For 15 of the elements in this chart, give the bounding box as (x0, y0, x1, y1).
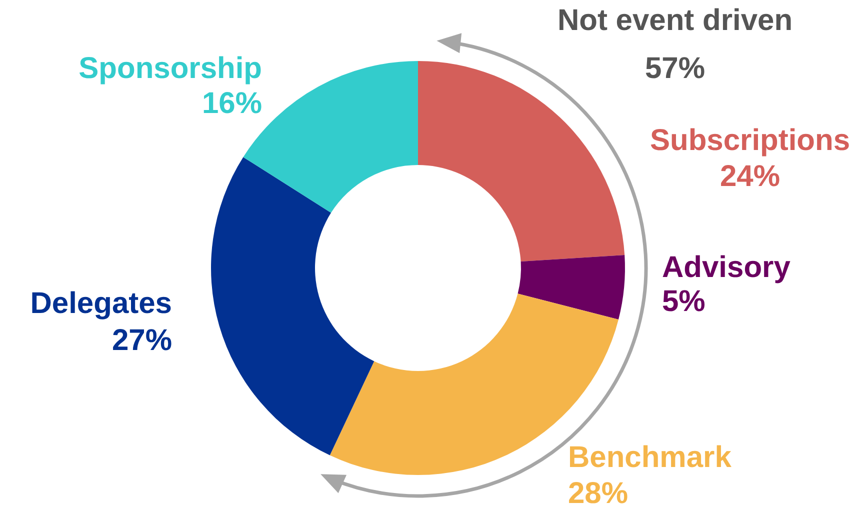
slice-label: Subscriptions (650, 124, 850, 157)
text: 57% (644, 52, 706, 85)
data-label: 16% (202, 87, 262, 120)
slice-label: Advisory (662, 251, 791, 284)
data-label: 28% (568, 477, 628, 509)
data-label: 5% (662, 285, 706, 318)
data-label: 27% (112, 324, 172, 357)
slice-label: Sponsorship (78, 52, 262, 85)
slice-label: Benchmark (568, 441, 732, 474)
slice-label: Delegates (30, 287, 172, 320)
donut-slice (518, 255, 625, 320)
data-label: 24% (720, 160, 780, 193)
donut-slice (211, 157, 374, 456)
donut-slice (418, 61, 625, 262)
text: Not event driven (557, 4, 793, 37)
